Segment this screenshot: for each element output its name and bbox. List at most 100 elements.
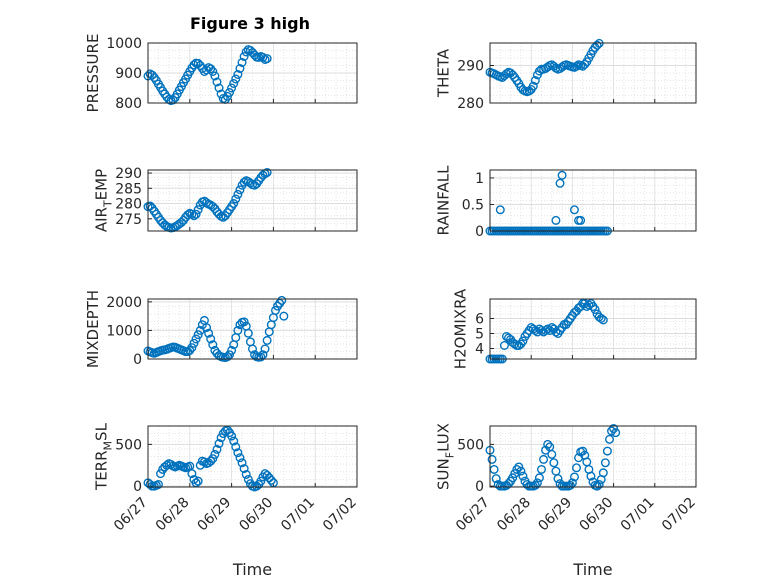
data-point [508, 70, 518, 80]
data-point [222, 352, 232, 362]
data-point [266, 475, 276, 485]
axes-frame [147, 425, 358, 488]
y-tick-label: 500 [115, 437, 142, 453]
data-point [191, 209, 201, 219]
axes-frame [489, 42, 697, 104]
x-tick-label: 06/27 [453, 495, 493, 535]
data-point [237, 458, 247, 468]
data-point [193, 205, 203, 215]
data-point [235, 453, 245, 463]
data-point [549, 458, 559, 468]
data-point [258, 52, 268, 62]
data-point [590, 305, 600, 315]
x-tick-label: 06/30 [236, 495, 276, 535]
data-point [553, 474, 563, 484]
data-point [187, 209, 197, 219]
y-tick-label: 1 [475, 171, 484, 187]
y-axis-label: PRESSURE [84, 34, 102, 113]
y-tick-label: 4 [475, 342, 484, 358]
figure-title: Figure 3 high [190, 14, 310, 33]
data-point [522, 479, 532, 489]
data-point [162, 460, 172, 470]
data-point [239, 177, 249, 187]
y-tick-label: 0 [475, 224, 484, 240]
data-point [193, 476, 203, 486]
data-point [237, 58, 247, 68]
data-point [516, 466, 526, 476]
data-point [243, 474, 253, 484]
data-point [208, 340, 218, 350]
subplot-h2omixra: 456 H2OMIXRA [452, 288, 697, 369]
data-point [547, 449, 557, 459]
data-point [600, 458, 610, 468]
data-point [592, 481, 602, 491]
data-point [227, 431, 237, 441]
data-point [592, 40, 602, 50]
data-point [239, 52, 249, 62]
data-point [528, 81, 538, 91]
data-point [543, 324, 553, 334]
data-point [227, 345, 237, 355]
data-point [239, 464, 249, 474]
data-point [543, 439, 553, 449]
data-point [537, 464, 547, 474]
data-point [598, 315, 608, 325]
data-point [518, 336, 528, 346]
data-point [212, 444, 222, 454]
x-tick-label: 07/02 [659, 495, 699, 535]
y-tick-label: 800 [115, 96, 142, 112]
axes-frame [489, 425, 697, 488]
data-point [576, 215, 586, 225]
data-point [262, 54, 272, 64]
data-point [572, 463, 582, 473]
data-point [241, 469, 251, 479]
data-point [260, 344, 270, 354]
data-point [229, 199, 239, 209]
data-point [243, 328, 253, 338]
x-tick-label: 07/01 [618, 495, 658, 535]
y-tick-label: 0 [475, 479, 484, 495]
y-tick-label: 280 [457, 96, 484, 112]
data-point [514, 462, 524, 472]
axes-frame [489, 298, 697, 360]
data-point [229, 436, 239, 446]
data-point [202, 65, 212, 75]
x-tick-label: 06/28 [153, 495, 193, 535]
subplot-rainfall: 0 0.5 1 RAINFALL [435, 165, 697, 240]
data-point [233, 69, 243, 79]
data-point [578, 446, 588, 456]
data-point [495, 205, 505, 215]
data-point [277, 295, 287, 305]
data-point [580, 59, 590, 69]
data-point [569, 205, 579, 215]
data-point [530, 326, 540, 336]
data-point [256, 476, 266, 486]
data-point [530, 75, 540, 85]
data-point [279, 311, 289, 321]
y-tick-label: 500 [457, 437, 484, 453]
subplot-terr-msl: 0 500 06/27 06/28 06/29 06/30 07/01 07/02 Time TE… [93, 422, 360, 579]
data-point [229, 78, 239, 88]
data-point [153, 479, 163, 489]
data-point [256, 352, 266, 362]
axes-frame [147, 298, 358, 360]
x-axis-label: Time [572, 560, 612, 579]
data-point [183, 210, 193, 220]
y-tick-label: 0.5 [462, 197, 484, 213]
x-tick-label: 06/28 [494, 495, 534, 535]
data-point [214, 439, 224, 449]
data-point [584, 300, 594, 310]
data-point [508, 473, 518, 483]
data-point [539, 454, 549, 464]
data-point [491, 474, 501, 484]
x-tick-label: 07/01 [278, 495, 318, 535]
y-tick-label: 2000 [106, 295, 142, 311]
data-point [145, 479, 155, 489]
data-point [189, 60, 199, 70]
y-axis-label: TERRMSL [93, 422, 115, 491]
y-tick-label: 0 [133, 352, 142, 368]
data-point [510, 339, 520, 349]
y-tick-label: 290 [115, 166, 142, 182]
